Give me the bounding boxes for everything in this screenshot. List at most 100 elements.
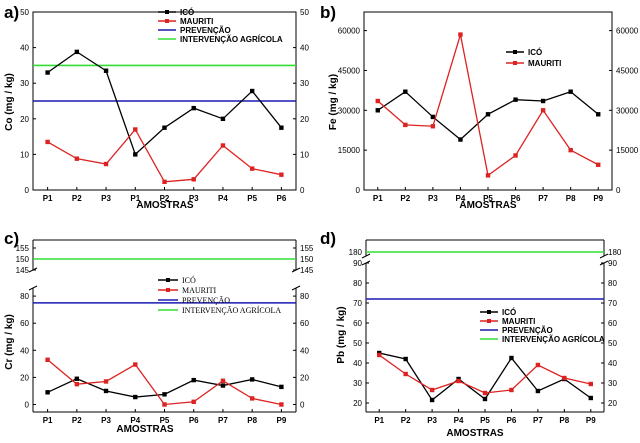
y-tick-label-right: 60 xyxy=(608,319,617,328)
x-tick-label: P9 xyxy=(586,416,596,425)
legend-label: MAURITI xyxy=(502,317,535,326)
y-tick-label-left: 50 xyxy=(353,339,362,348)
chart-panel-2: b) 0 0 15000 15000 30000 30000 45000 45000 60000 6… xyxy=(320,3,639,211)
data-point-mauriti xyxy=(513,153,518,158)
y-tick-label-right: 40 xyxy=(608,359,617,368)
x-tick-label: P2 xyxy=(401,416,411,425)
x-tick-label: P7 xyxy=(533,416,543,425)
x-tick-label: P7 xyxy=(538,194,548,203)
x-tick-label: P4 xyxy=(130,416,140,425)
x-tick-label: P1 xyxy=(43,194,53,203)
y-tick-label-left: 15000 xyxy=(338,146,361,155)
x-tick-label: P5 xyxy=(160,416,170,425)
x-tick-label: P1 xyxy=(43,416,53,425)
legend-marker xyxy=(513,50,517,54)
legend-marker xyxy=(166,278,170,282)
data-point-ico xyxy=(588,395,593,401)
data-point-ico xyxy=(220,116,226,121)
data-point-mauriti xyxy=(133,362,138,367)
y-tick-label-left: 0 xyxy=(356,186,361,195)
data-point-ico xyxy=(162,125,167,130)
legend-label: PREVENÇÃO xyxy=(182,295,230,305)
data-point-ico xyxy=(430,114,436,120)
data-point-ico xyxy=(482,396,488,402)
data-point-mauriti xyxy=(74,381,80,387)
y-tick-label-left: 155 xyxy=(16,244,30,253)
legend: ICÓ MAURITI xyxy=(506,48,561,68)
data-point-ico xyxy=(191,105,196,111)
data-point-ico xyxy=(74,49,80,55)
data-point-mauriti xyxy=(249,396,255,401)
y-tick-label-left: 20 xyxy=(20,373,29,382)
legend-label: INTERVENÇÃO AGRÍCOLA xyxy=(502,335,605,344)
y-tick-label-left: 20 xyxy=(353,399,362,408)
y-tick-label-left: 40 xyxy=(353,359,362,368)
data-point-mauriti xyxy=(509,387,514,393)
y-tick-label-left: 90 xyxy=(353,259,362,268)
legend-marker xyxy=(165,10,169,14)
data-point-ico xyxy=(103,388,109,394)
chart-panel-1: a) 0 0 10 10 20 20 30 30 40 40 50 50 P1 P2 P3 P1 P2 P3 P4 P5… xyxy=(4,3,309,211)
y-tick-label-right: 50 xyxy=(608,339,617,348)
data-point-mauriti xyxy=(482,390,488,396)
data-point-ico xyxy=(74,376,80,381)
data-point-mauriti xyxy=(191,399,196,404)
data-point-mauriti xyxy=(162,179,167,185)
data-point-ico xyxy=(568,89,573,94)
x-tick-label: P3 xyxy=(101,416,111,425)
y-tick-label-right: 20 xyxy=(300,115,309,124)
data-point-ico xyxy=(403,89,408,94)
y-tick-label-right: 0 xyxy=(300,401,305,410)
data-point-mauriti xyxy=(220,378,226,383)
y-tick-label-right: 180 xyxy=(608,248,622,257)
y-tick-label-left: 20 xyxy=(20,115,29,124)
legend-label: PREVENÇÃO xyxy=(502,326,553,335)
y-axis-title: Cr (mg / kg) xyxy=(4,314,15,370)
y-tick-label-right: 150 xyxy=(300,255,314,264)
legend-marker xyxy=(513,61,517,65)
data-point-mauriti xyxy=(74,156,80,161)
y-tick-label-left: 180 xyxy=(349,248,363,257)
panel-letter: d) xyxy=(320,229,336,248)
data-point-mauriti xyxy=(191,177,196,182)
y-tick-label-left: 70 xyxy=(353,299,362,308)
x-tick-label: P6 xyxy=(511,194,521,203)
data-point-ico xyxy=(429,397,435,403)
y-tick-label-left: 80 xyxy=(20,292,29,301)
y-tick-label-right: 40 xyxy=(300,346,309,355)
data-point-ico xyxy=(375,108,380,113)
data-point-ico xyxy=(596,112,601,117)
legend-label: MAURITI xyxy=(182,286,217,295)
data-point-mauriti xyxy=(562,375,567,381)
panel-letter: a) xyxy=(4,3,19,22)
axis-break-mark xyxy=(28,285,38,291)
y-axis-title: Co (mg / kg) xyxy=(4,73,15,131)
legend-label: ICÓ xyxy=(528,48,542,57)
y-tick-label-left: 0 xyxy=(25,186,30,195)
x-tick-label: P1 xyxy=(374,416,384,425)
legend-label: MAURITI xyxy=(528,59,561,68)
legend-label: PREVENÇÃO xyxy=(180,26,231,35)
series-line-ico xyxy=(47,51,282,156)
data-point-ico xyxy=(249,377,255,382)
y-tick-label-left: 30000 xyxy=(338,106,361,115)
data-point-mauriti xyxy=(568,147,573,153)
series-line-mauriti xyxy=(47,128,282,183)
data-point-ico xyxy=(513,97,518,102)
x-tick-label: P2 xyxy=(72,416,82,425)
y-tick-label-left: 10 xyxy=(20,150,29,159)
data-point-mauriti xyxy=(588,381,593,387)
x-tick-label: P7 xyxy=(218,416,228,425)
x-tick-label: P4 xyxy=(454,416,464,425)
data-point-ico xyxy=(133,394,138,400)
data-point-mauriti xyxy=(458,32,463,37)
data-point-mauriti xyxy=(162,402,167,407)
data-point-mauriti xyxy=(485,173,491,178)
data-point-mauriti xyxy=(430,124,436,129)
axis-break-mark xyxy=(291,285,301,291)
data-point-mauriti xyxy=(403,122,408,128)
series-line-mauriti xyxy=(47,359,282,406)
legend-label: ICÓ xyxy=(502,308,516,317)
